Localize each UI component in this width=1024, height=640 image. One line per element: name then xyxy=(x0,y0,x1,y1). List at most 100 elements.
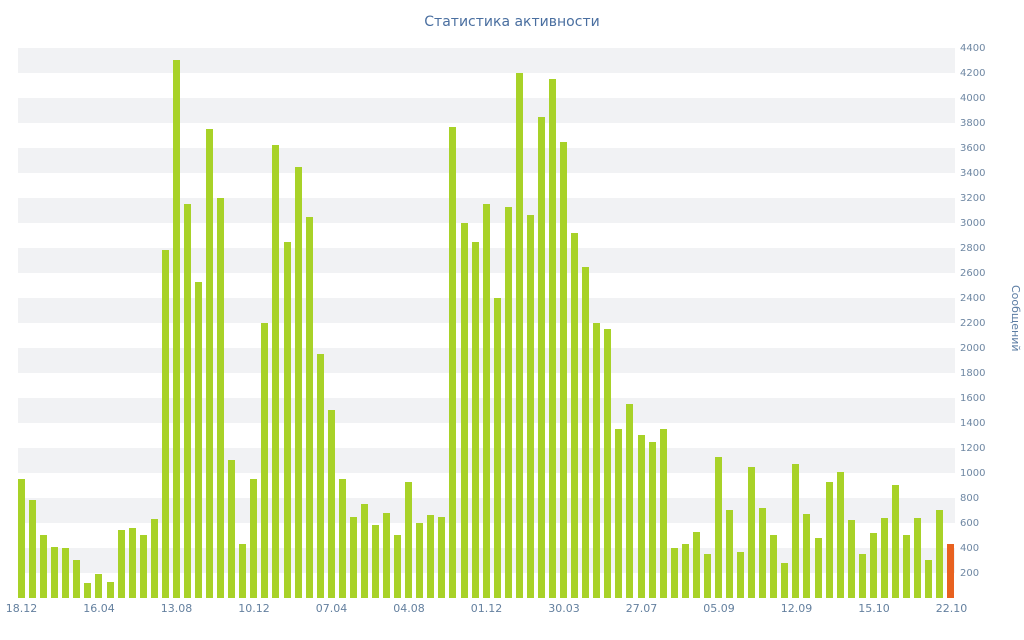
bar xyxy=(460,223,468,598)
bar xyxy=(814,538,822,598)
y-axis-tick-label: 1200 xyxy=(960,443,986,454)
bar xyxy=(128,528,136,598)
bar xyxy=(272,145,280,598)
y-axis-tick-label: 2800 xyxy=(960,243,986,254)
bar xyxy=(759,508,767,598)
bar xyxy=(95,574,103,598)
y-axis-title: Сообщений xyxy=(1009,285,1022,352)
bar xyxy=(493,298,501,598)
bar xyxy=(250,479,258,598)
bar xyxy=(195,282,202,598)
y-axis-tick-label: 400 xyxy=(960,543,980,554)
bar xyxy=(692,532,700,598)
bar xyxy=(659,429,667,598)
y-axis-tick-label: 3000 xyxy=(960,218,986,229)
bar xyxy=(880,518,888,598)
bar xyxy=(615,429,623,598)
bar xyxy=(338,479,346,598)
y-axis-tick-label: 1800 xyxy=(960,368,986,379)
bar xyxy=(792,464,800,598)
x-axis-labels: 18.12 16.04 13.08 10.12 07.04 04.08 01.12 30.03… xyxy=(6,602,968,618)
bar xyxy=(947,544,955,598)
bar xyxy=(515,73,523,598)
bar xyxy=(29,500,37,598)
bar xyxy=(139,535,147,598)
x-axis-tick-label: 27.07 xyxy=(625,602,658,615)
bar xyxy=(73,560,81,598)
bar xyxy=(869,533,877,598)
bar xyxy=(438,517,446,598)
bars-container xyxy=(18,48,955,598)
y-axis-tick-label: 2400 xyxy=(960,293,986,304)
bar xyxy=(936,510,944,598)
bar xyxy=(305,217,313,598)
bar xyxy=(836,472,844,598)
bar xyxy=(504,207,512,598)
bar xyxy=(593,323,601,598)
bar xyxy=(847,520,855,598)
bar xyxy=(914,518,922,598)
y-axis-tick-label: 3800 xyxy=(960,118,986,129)
bar xyxy=(206,129,214,598)
bar xyxy=(294,167,302,598)
y-axis-tick-label: 600 xyxy=(960,518,980,529)
bar xyxy=(726,510,733,598)
bar xyxy=(405,482,413,598)
bar xyxy=(681,544,689,598)
bar xyxy=(891,485,899,598)
y-axis-tick-label: 1600 xyxy=(960,393,986,404)
bar xyxy=(51,547,59,598)
bar xyxy=(150,519,158,598)
bar xyxy=(637,435,645,598)
bar xyxy=(283,242,291,598)
bar xyxy=(604,329,612,598)
bar xyxy=(781,563,789,598)
bar xyxy=(858,554,866,598)
y-axis-tick-label: 4400 xyxy=(960,43,986,54)
x-axis-tick-label: 05.09 xyxy=(703,602,735,615)
bar xyxy=(360,504,368,598)
x-axis-tick-label: 07.04 xyxy=(315,602,348,615)
x-axis-tick-label: 12.09 xyxy=(780,602,813,615)
y-axis-tick-label: 1400 xyxy=(960,418,986,429)
bar xyxy=(161,250,169,598)
plot-area: 18.12 16.04 13.08 10.12 07.04 04.08 01.12 30.03… xyxy=(6,48,967,615)
y-axis-tick-label: 4000 xyxy=(960,93,986,104)
bar xyxy=(217,198,225,598)
bar xyxy=(394,535,402,598)
bar xyxy=(40,535,48,598)
bar xyxy=(770,535,778,598)
y-axis-tick-label: 3400 xyxy=(960,168,986,179)
bar xyxy=(172,60,180,598)
bar xyxy=(582,267,590,598)
bar xyxy=(925,560,933,598)
bar xyxy=(549,79,556,598)
x-axis-tick-label: 01.12 xyxy=(470,602,503,615)
y-axis-tick-label: 200 xyxy=(960,568,980,579)
bar xyxy=(482,204,490,598)
bar xyxy=(316,354,324,598)
y-axis-tick-label: 3600 xyxy=(960,143,986,154)
bar xyxy=(903,535,910,598)
bar xyxy=(471,242,479,598)
bar xyxy=(84,583,92,598)
bar xyxy=(117,530,125,598)
bar xyxy=(239,544,247,598)
y-axis-tick-label: 800 xyxy=(960,493,980,504)
bar xyxy=(648,442,656,598)
x-axis-tick-label: 16.04 xyxy=(83,602,115,615)
bar xyxy=(803,514,811,598)
x-axis-tick-label: 22.10 xyxy=(935,602,968,615)
chart-title: Статистика активности xyxy=(424,14,600,30)
bar xyxy=(106,582,114,598)
y-axis-tick-label: 3200 xyxy=(960,193,986,204)
bar xyxy=(372,525,379,598)
bar xyxy=(560,142,568,598)
x-axis-tick-label: 04.08 xyxy=(393,602,425,615)
bar xyxy=(714,457,722,598)
x-axis-tick-label: 13.08 xyxy=(160,602,193,615)
x-axis-tick-label: 10.12 xyxy=(238,602,270,615)
bar xyxy=(737,552,745,598)
bar xyxy=(62,548,70,598)
